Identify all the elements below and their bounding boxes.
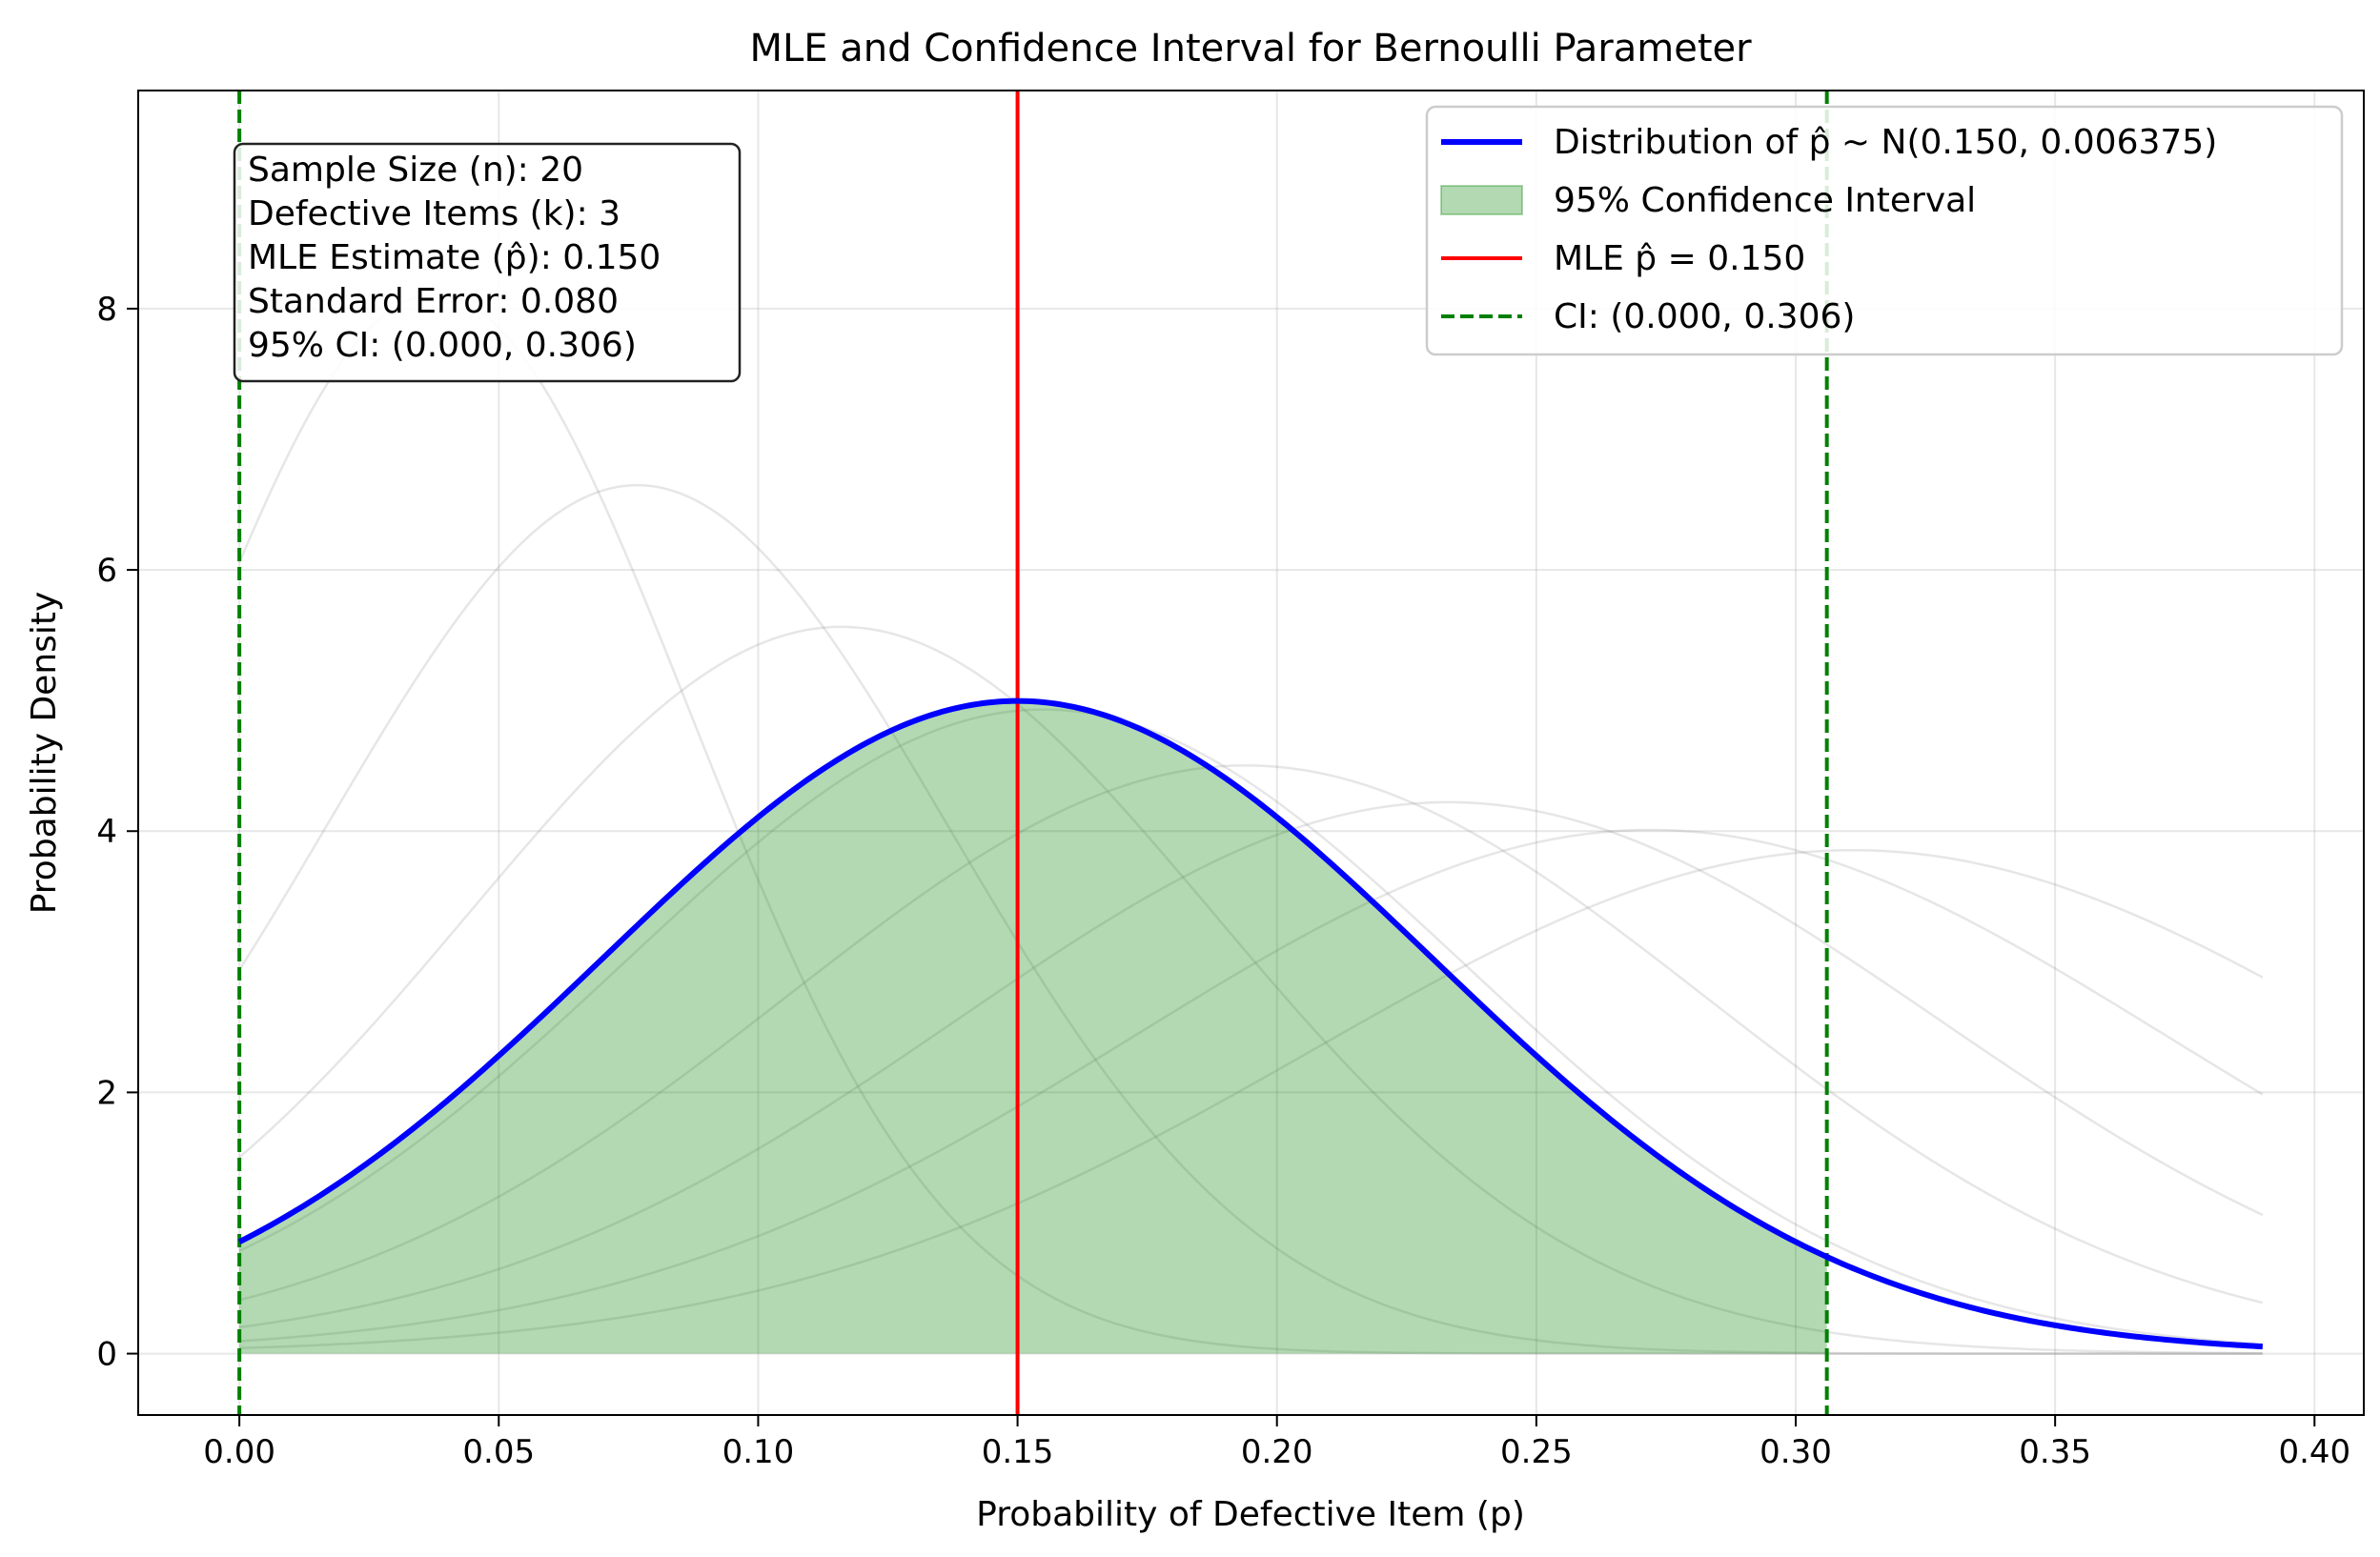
plot-frame (137, 90, 2365, 1416)
x-axis: 0.00 0.05 0.10 0.15 0.20 0.25 0.30 0.35 0.40 (203, 1415, 2350, 1471)
legend-label-mle-line: MLE p̂ = 0.150 (1554, 239, 1805, 278)
legend-frame (1425, 105, 2344, 356)
background-curves (237, 293, 2264, 1355)
legend-label-ci-fill: 95% Confidence Interval (1554, 181, 1976, 220)
background-curve (238, 708, 2263, 1345)
background-curve (239, 828, 2264, 1343)
background-curve (238, 764, 2264, 1304)
legend-swatch-ci-fill (1440, 185, 1523, 215)
x-axis-label: Probability of Defective Item (p) (976, 1495, 1525, 1534)
legend-label-main-curve: Distribution of p̂ ~ N(0.150, 0.006375) (1554, 123, 2217, 162)
x-tick-label: 0.10 (722, 1433, 795, 1471)
legend: Distribution of p̂ ~ N(0.150, 0.006375) … (1425, 105, 2344, 356)
ci-fill-area (239, 700, 1827, 1354)
y-tick-label: 6 (96, 552, 117, 590)
y-tick-label: 2 (96, 1074, 117, 1112)
background-curve (239, 848, 2264, 1350)
y-tick-label: 0 (96, 1336, 117, 1374)
x-tick-label: 0.40 (2278, 1433, 2350, 1471)
stats-line: Sample Size (n): 20 (248, 151, 583, 190)
main-distribution-curve (237, 698, 2264, 1350)
chart-title: MLE and Confidence Interval for Bernoull… (749, 27, 1752, 71)
legend-label-ci-lines: CI: (0.000, 0.306) (1554, 297, 1855, 336)
x-tick-label: 0.30 (1760, 1433, 1832, 1471)
stats-line: Standard Error: 0.080 (248, 282, 619, 321)
x-tick-label: 0.05 (462, 1433, 535, 1471)
background-curve (237, 293, 2263, 1355)
y-axis: 0 2 4 6 8 (96, 291, 138, 1374)
y-axis-label: Probability Density (25, 592, 64, 915)
background-curve (238, 800, 2264, 1329)
x-tick-label: 0.25 (1500, 1433, 1573, 1471)
stats-line: MLE Estimate (p̂): 0.150 (248, 238, 661, 277)
y-tick-label: 8 (96, 291, 117, 329)
y-tick-label: 4 (96, 813, 117, 851)
stats-box-frame (233, 142, 742, 383)
background-curve (238, 483, 2263, 1355)
x-tick-label: 0.00 (203, 1433, 275, 1471)
x-tick-label: 0.20 (1241, 1433, 1313, 1471)
x-tick-label: 0.35 (2019, 1433, 2091, 1471)
stats-line: 95% CI: (0.000, 0.306) (248, 326, 637, 365)
x-tick-label: 0.15 (982, 1433, 1054, 1471)
background-curve (238, 625, 2263, 1355)
stats-line: Defective Items (k): 3 (248, 194, 620, 233)
stats-box: Sample Size (n): 20 Defective Items (k):… (233, 142, 742, 383)
